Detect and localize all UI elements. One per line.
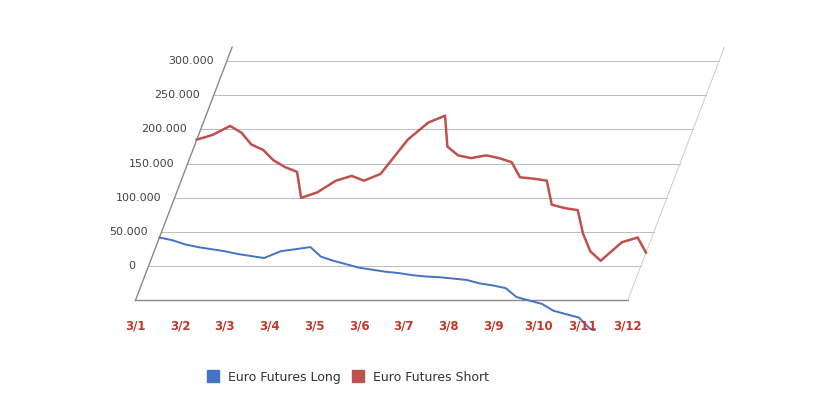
Euro Futures Long (381, 269, 391, 274)
Legend: Euro Futures Long, Euro Futures Short: Euro Futures Long, Euro Futures Short (203, 366, 494, 389)
Text: 3/4: 3/4 (259, 320, 280, 332)
Euro Futures Long (306, 245, 315, 250)
Text: 3/9: 3/9 (483, 320, 504, 332)
Euro Futures Short (494, 156, 504, 160)
Euro Futures Short (515, 175, 525, 180)
Euro Futures Long (537, 301, 547, 306)
Text: 50.000: 50.000 (109, 227, 148, 237)
Euro Futures Short (331, 178, 341, 183)
Euro Futures Short (617, 240, 627, 245)
Euro Futures Long (220, 249, 230, 254)
Euro Futures Short (312, 190, 322, 195)
Euro Futures Long (596, 332, 605, 337)
Euro Futures Long (246, 254, 256, 259)
Euro Futures Long (501, 286, 511, 290)
Euro Futures Short (573, 208, 583, 213)
Text: 150.000: 150.000 (128, 159, 174, 168)
Euro Futures Short (347, 173, 357, 178)
Text: 3/7: 3/7 (394, 320, 414, 332)
Euro Futures Short (403, 137, 413, 142)
Euro Futures Short (443, 144, 453, 149)
Euro Futures Short (359, 178, 368, 183)
Euro Futures Short (529, 176, 538, 181)
Euro Futures Short (237, 130, 247, 135)
Text: 0: 0 (128, 261, 135, 271)
Euro Futures Long (328, 259, 338, 263)
Euro Futures Long (475, 281, 484, 286)
Euro Futures Short (280, 164, 290, 169)
Euro Futures Long (167, 238, 177, 243)
Euro Futures Short (481, 153, 491, 158)
Euro Futures Short (467, 156, 476, 160)
Text: 3/12: 3/12 (614, 320, 642, 332)
Euro Futures Short (507, 160, 516, 165)
Euro Futures Long (488, 283, 498, 288)
Euro Futures Long (421, 274, 431, 279)
Euro Futures Long (561, 312, 571, 317)
Euro Futures Short (578, 231, 588, 236)
Euro Futures Long (342, 262, 351, 267)
Euro Futures Short (596, 259, 605, 263)
Euro Futures Long (525, 298, 534, 303)
Euro Futures Long (462, 278, 471, 282)
Euro Futures Long (511, 295, 521, 299)
Line: Euro Futures Short: Euro Futures Short (197, 116, 646, 261)
Euro Futures Short (376, 171, 386, 176)
Text: 3/1: 3/1 (125, 320, 145, 332)
Euro Futures Long (233, 252, 243, 257)
Euro Futures Long (449, 276, 458, 281)
Euro Futures Short (641, 250, 651, 255)
Euro Futures Short (632, 235, 642, 240)
Euro Futures Long (354, 265, 364, 270)
Euro Futures Long (316, 254, 326, 259)
Euro Futures Short (225, 124, 235, 128)
Euro Futures Long (394, 271, 404, 276)
Euro Futures Long (574, 315, 584, 320)
Euro Futures Long (259, 256, 269, 261)
Euro Futures Short (440, 113, 450, 118)
Text: 200.000: 200.000 (141, 124, 187, 135)
Euro Futures Long (548, 308, 558, 313)
Euro Futures Short (423, 120, 433, 125)
Euro Futures Long (584, 326, 594, 330)
Euro Futures Long (154, 235, 164, 240)
Euro Futures Short (292, 169, 302, 174)
Euro Futures Short (560, 206, 569, 210)
Euro Futures Short (542, 178, 551, 183)
Text: 3/8: 3/8 (439, 320, 459, 332)
Text: 100.000: 100.000 (115, 193, 161, 203)
Text: 3/2: 3/2 (170, 320, 190, 332)
Euro Futures Short (258, 147, 268, 152)
Euro Futures Short (585, 249, 595, 254)
Text: 300.000: 300.000 (167, 56, 213, 66)
Text: 3/5: 3/5 (304, 320, 324, 332)
Text: 3/10: 3/10 (524, 320, 552, 332)
Euro Futures Short (547, 202, 556, 207)
Euro Futures Short (297, 196, 306, 200)
Text: 3/3: 3/3 (215, 320, 235, 332)
Euro Futures Short (192, 137, 202, 142)
Euro Futures Long (408, 273, 417, 278)
Text: 250.000: 250.000 (154, 90, 200, 100)
Euro Futures Long (368, 267, 377, 272)
Euro Futures Long (180, 242, 190, 247)
Euro Futures Long (193, 245, 203, 250)
Euro Futures Short (247, 142, 257, 147)
Euro Futures Short (453, 153, 463, 158)
Euro Futures Short (208, 133, 217, 137)
Line: Euro Futures Long: Euro Futures Long (159, 238, 613, 340)
Euro Futures Long (435, 275, 444, 280)
Text: 3/11: 3/11 (569, 320, 597, 332)
Euro Futures Long (276, 249, 286, 254)
Euro Futures Long (291, 247, 301, 252)
Euro Futures Long (608, 338, 618, 343)
Euro Futures Short (269, 158, 279, 162)
Euro Futures Long (207, 247, 217, 252)
Text: 3/6: 3/6 (349, 320, 369, 332)
